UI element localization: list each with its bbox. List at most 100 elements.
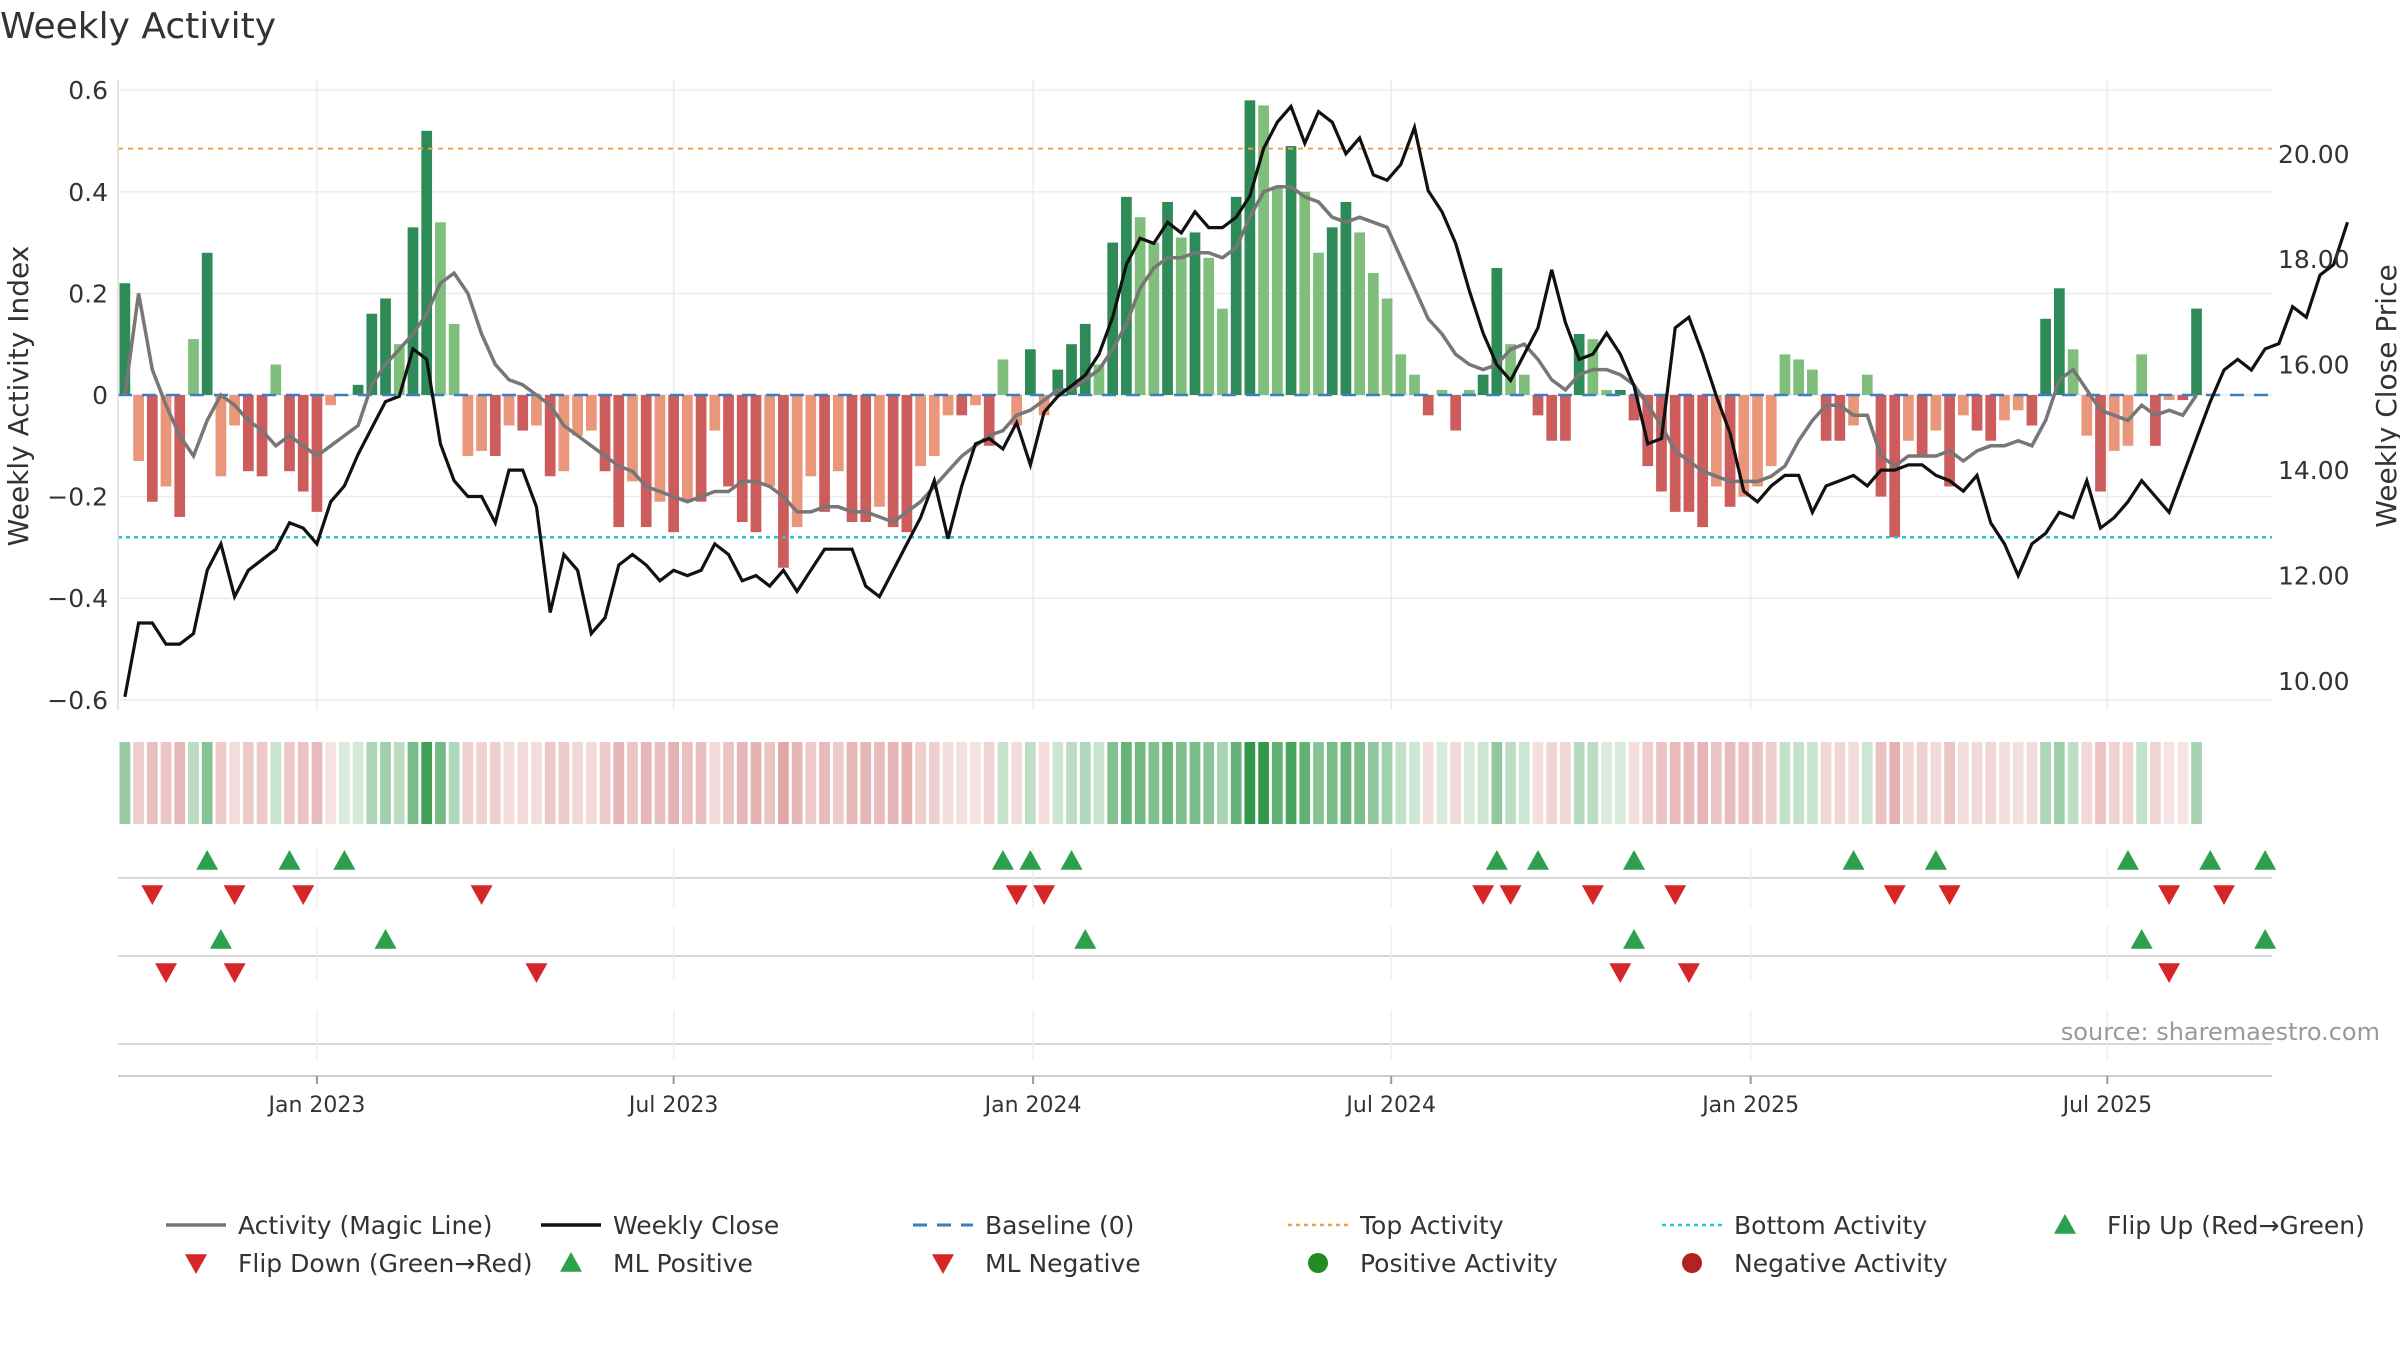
heat-cell (1697, 742, 1708, 824)
flip-up-marker (1060, 850, 1083, 870)
heat-cell (2026, 742, 2038, 824)
heat-cell (1313, 742, 1324, 824)
activity-bar (1834, 395, 1846, 441)
activity-bar (160, 395, 172, 487)
heat-cell (1326, 742, 1338, 824)
activity-bar (791, 395, 803, 528)
activity-bar (983, 395, 995, 446)
activity-bar (435, 222, 446, 395)
x-tick-label: Jul 2024 (1344, 1093, 1436, 1118)
activity-bar (1903, 395, 1914, 441)
activity-bar (887, 395, 899, 528)
heat-cell (1573, 742, 1585, 824)
ml-negative-marker (525, 963, 548, 983)
heat-cell (915, 742, 926, 824)
y-axis-left-label: Weekly Activity Index (2, 246, 35, 547)
heat-cell (1999, 742, 2010, 824)
heat-cell (1121, 742, 1132, 824)
activity-bar (1614, 389, 1626, 395)
activity-bar (1724, 395, 1736, 507)
heat-cell (640, 742, 652, 824)
activity-bar (1422, 395, 1434, 416)
activity-bar (1573, 334, 1585, 395)
ml-positive-marker (374, 929, 397, 949)
heat-cell (531, 742, 542, 824)
heat-cell (2067, 742, 2079, 824)
activity-bar (627, 395, 638, 482)
legend-item: Weekly Close (541, 1211, 779, 1240)
activity-bar (1025, 349, 1036, 395)
flip-down-marker (2212, 885, 2235, 905)
heat-cell (1560, 742, 1571, 824)
activity-bar (421, 130, 433, 395)
heat-cell (133, 742, 144, 824)
legend-item: Flip Down (Green→Red) (185, 1249, 533, 1278)
activity-bar (188, 339, 199, 395)
heat-cell (1683, 742, 1695, 824)
ml-negative-marker (1677, 963, 1700, 983)
y-axis-right-label: Weekly Close Price (2370, 264, 2400, 527)
activity-bar (1560, 395, 1571, 441)
heat-cell (1601, 742, 1612, 824)
activity-bar (901, 395, 913, 533)
activity-bar (201, 252, 213, 395)
heat-cell (1148, 742, 1160, 824)
heat-cell (613, 742, 625, 824)
heat-cell (1532, 742, 1544, 824)
heat-cell (1203, 742, 1215, 824)
heat-cell (778, 742, 789, 824)
activity-bar (1217, 308, 1228, 395)
magic-line-series (123, 184, 2198, 524)
activity-bar (174, 395, 186, 517)
legend-swatch (185, 1254, 207, 1274)
flip-up-marker (1019, 850, 1042, 870)
activity-bar (1779, 354, 1791, 395)
legend-item: Top Activity (1288, 1211, 1504, 1240)
heat-cell (709, 742, 721, 824)
heat-cell (2150, 742, 2161, 824)
heat-cell (1916, 742, 1928, 824)
flip-up-marker (2199, 850, 2222, 870)
y-tick-right: 12.00 (2278, 562, 2350, 591)
heat-cell (1079, 742, 1091, 824)
y-tick-right: 18.00 (2278, 245, 2350, 274)
activity-bar (119, 283, 131, 395)
activity-bar (1848, 395, 1859, 426)
activity-bar (1861, 374, 1873, 395)
heat-cell (1367, 742, 1379, 824)
activity-bar (613, 395, 625, 528)
activity-bar (572, 395, 583, 436)
activity-bar (503, 395, 515, 426)
heat-cell (1505, 742, 1516, 824)
heat-cell (229, 742, 240, 824)
weekly-close-series (123, 103, 2350, 698)
ml-positive-marker (2254, 929, 2277, 949)
activity-bar (846, 395, 858, 523)
activity-bar (352, 384, 364, 395)
legend-item: ML Negative (932, 1249, 1141, 1278)
activity-bar (1793, 359, 1805, 395)
activity-bar (1121, 196, 1132, 395)
heat-cell (1971, 742, 1983, 824)
activity-bar (2191, 308, 2202, 395)
activity-bar (778, 395, 789, 568)
x-tick-label: Jul 2023 (627, 1093, 719, 1118)
flip-up-marker (196, 850, 219, 870)
heat-cell (1271, 742, 1283, 824)
flip-up-marker (2254, 850, 2277, 870)
legend-label: Negative Activity (1734, 1249, 1948, 1278)
activity-bar (517, 395, 529, 431)
activity-bar (1532, 395, 1544, 416)
activity-bar (215, 395, 227, 477)
heat-cell (1436, 742, 1448, 824)
heat-cell (928, 742, 940, 824)
activity-bar (366, 313, 378, 395)
heat-cell (2095, 742, 2106, 824)
heat-cell (723, 742, 734, 824)
activity-bar (311, 395, 323, 512)
legend-item: Baseline (0) (913, 1211, 1134, 1240)
ml-negative-marker (223, 963, 246, 983)
flip-down-marker (1499, 885, 1522, 905)
heat-cell (174, 742, 186, 824)
heat-cell (1134, 742, 1146, 824)
